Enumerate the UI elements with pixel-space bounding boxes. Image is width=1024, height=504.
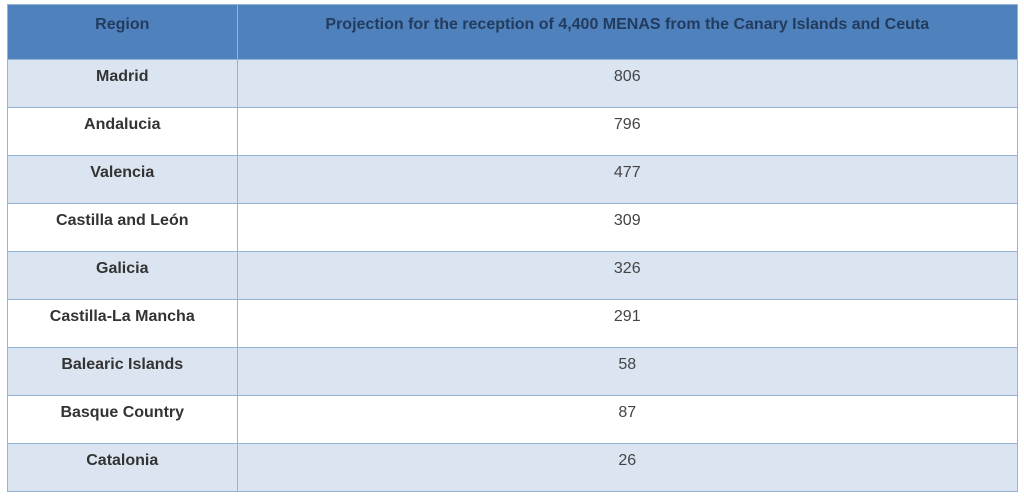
table-row: Andalucia 796: [8, 107, 1017, 156]
region-cell: Madrid: [8, 59, 238, 108]
value-cell: 26: [237, 443, 1017, 491]
value-cell: 291: [237, 299, 1017, 348]
value-cell: 806: [237, 59, 1017, 108]
column-header-region: Region: [8, 5, 238, 60]
value-cell: 796: [237, 107, 1017, 156]
table-row: Basque Country 87: [8, 395, 1017, 444]
value-cell: 477: [237, 155, 1017, 204]
region-cell: Castilla-La Mancha: [8, 299, 238, 348]
region-cell: Catalonia: [8, 443, 238, 491]
region-cell: Castilla and León: [8, 203, 238, 252]
region-cell: Galicia: [8, 251, 238, 300]
table-row: Castilla and León 309: [8, 203, 1017, 252]
value-cell: 326: [237, 251, 1017, 300]
table-row: Madrid 806: [8, 59, 1017, 108]
table-header: Region Projection for the reception of 4…: [8, 5, 1017, 60]
table-row: Castilla-La Mancha 291: [8, 299, 1017, 348]
region-projection-table: Region Projection for the reception of 4…: [7, 4, 1018, 492]
data-table: Region Projection for the reception of 4…: [8, 5, 1017, 491]
table-row: Balearic Islands 58: [8, 347, 1017, 396]
column-header-projection: Projection for the reception of 4,400 ME…: [237, 5, 1017, 60]
value-cell: 309: [237, 203, 1017, 252]
table-row: Catalonia 26: [8, 443, 1017, 491]
region-cell: Andalucia: [8, 107, 238, 156]
region-cell: Balearic Islands: [8, 347, 238, 396]
table-row: Galicia 326: [8, 251, 1017, 300]
table-body: Madrid 806 Andalucia 796 Valencia 477 Ca…: [8, 59, 1017, 491]
value-cell: 58: [237, 347, 1017, 396]
header-row: Region Projection for the reception of 4…: [8, 5, 1017, 60]
table-row: Valencia 477: [8, 155, 1017, 204]
region-cell: Valencia: [8, 155, 238, 204]
value-cell: 87: [237, 395, 1017, 444]
region-cell: Basque Country: [8, 395, 238, 444]
